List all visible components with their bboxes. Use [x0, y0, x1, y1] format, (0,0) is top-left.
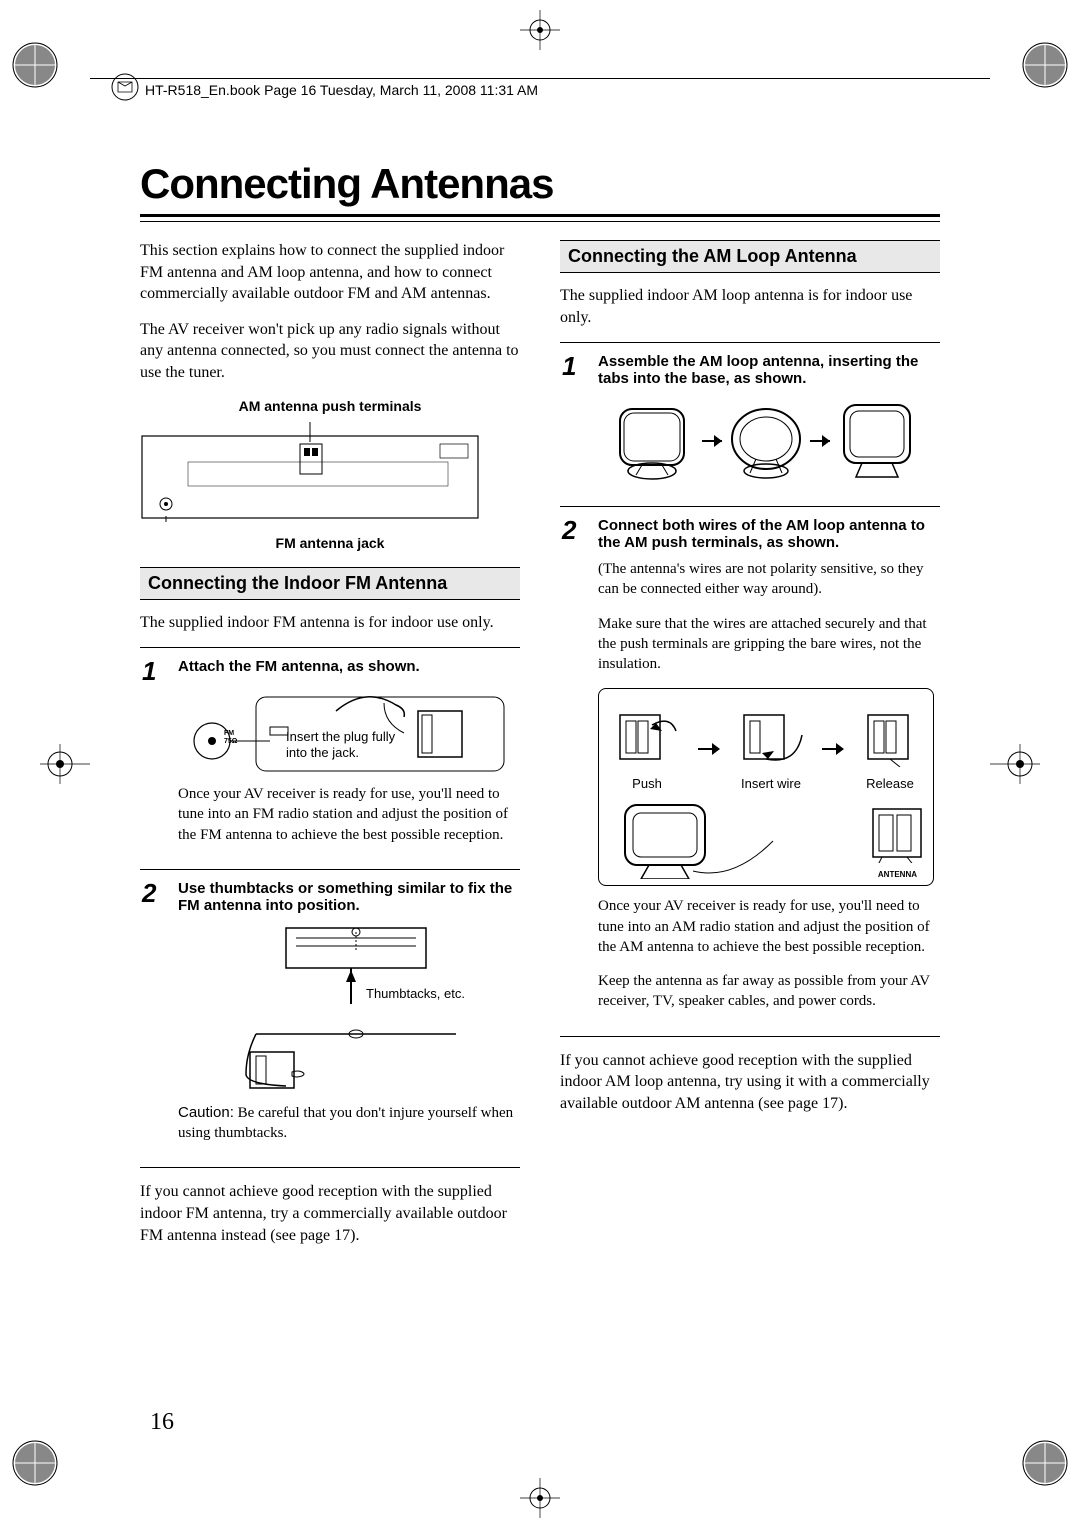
arrow-right-icon [696, 739, 722, 759]
am-loop-assembly-diagram-icon [606, 395, 926, 485]
intro-paragraph: This section explains how to connect the… [140, 240, 520, 305]
push-terminal-icon [612, 707, 682, 767]
right-column: Connecting the AM Loop Antenna The suppl… [560, 240, 940, 1260]
figure-label: Push [612, 776, 682, 791]
step-number: 2 [140, 880, 178, 1158]
fm-antenna-diagram-icon: FM 75Ω Insert the plug fully into the ja… [186, 683, 506, 773]
section-intro: The supplied indoor AM loop antenna is f… [560, 285, 940, 328]
svg-text:Insert the plug fully: Insert the plug fully [286, 729, 396, 744]
header-info: HT-R518_En.book Page 16 Tuesday, March 1… [145, 82, 538, 98]
crop-mark-icon [10, 1428, 70, 1488]
title-rule [140, 214, 940, 222]
receiver-diagram-icon [140, 422, 480, 522]
section-heading: Connecting the Indoor FM Antenna [140, 567, 520, 600]
section-heading: Connecting the AM Loop Antenna [560, 240, 940, 273]
crop-mark-icon [1010, 40, 1070, 100]
antenna-label: ANTENNA [867, 870, 927, 879]
step-2: 2 Connect both wires of the AM loop ante… [560, 506, 940, 1037]
am-terminal-icon [867, 803, 927, 863]
diagram-label: AM antenna push terminals [140, 398, 520, 414]
step-number: 2 [560, 517, 598, 1026]
figure-label: Release [860, 776, 920, 791]
page-title: Connecting Antennas [140, 160, 940, 208]
step-1: 1 Attach the FM antenna, as shown. FM 75… [140, 647, 520, 870]
svg-text:into the jack.: into the jack. [286, 745, 359, 760]
am-loop-connected-icon [605, 799, 785, 879]
step-body-text: Once your AV receiver is ready for use, … [178, 784, 514, 845]
left-column: This section explains how to connect the… [140, 240, 520, 1260]
svg-text:FM: FM [224, 730, 234, 737]
step-number: 1 [560, 353, 598, 496]
svg-text:Thumbtacks, etc.: Thumbtacks, etc. [366, 986, 465, 1001]
intro-paragraph: The AV receiver won't pick up any radio … [140, 319, 520, 384]
step-2: 2 Use thumbtacks or something similar to… [140, 869, 520, 1169]
crop-mark-icon [10, 40, 70, 100]
release-terminal-icon [860, 707, 920, 767]
page-number: 16 [150, 1409, 174, 1436]
caution-text: Caution: Be careful that you don't injur… [178, 1103, 514, 1144]
book-icon [110, 72, 140, 102]
step-title: Assemble the AM loop antenna, inserting … [598, 353, 934, 387]
crop-mark-icon [1010, 1428, 1070, 1488]
arrow-right-icon [820, 739, 846, 759]
step-body-text: Make sure that the wires are attached se… [598, 614, 934, 675]
footer-paragraph: If you cannot achieve good reception wit… [560, 1050, 940, 1115]
step-body-text: Once your AV receiver is ready for use, … [598, 896, 934, 957]
crop-mark-icon [990, 744, 1040, 784]
step-1: 1 Assemble the AM loop antenna, insertin… [560, 342, 940, 507]
step-number: 1 [140, 658, 178, 859]
footer-paragraph: If you cannot achieve good reception wit… [140, 1181, 520, 1246]
thumbtack-diagram-icon: Thumbtacks, etc. [226, 922, 466, 1092]
step-body-text: (The antenna's wires are not polarity se… [598, 559, 934, 600]
figure-label: Insert wire [736, 776, 806, 791]
diagram-label: FM antenna jack [140, 535, 520, 551]
step-body-text: Keep the antenna as far away as possible… [598, 971, 934, 1012]
step-title: Attach the FM antenna, as shown. [178, 658, 514, 675]
insert-wire-icon [736, 707, 806, 767]
crop-mark-icon [510, 10, 570, 50]
section-intro: The supplied indoor FM antenna is for in… [140, 612, 520, 634]
crop-mark-icon [510, 1478, 570, 1518]
step-title: Use thumbtacks or something similar to f… [178, 880, 514, 914]
caution-label: Caution: [178, 1104, 234, 1121]
step-title: Connect both wires of the AM loop antenn… [598, 517, 934, 551]
crop-mark-icon [40, 744, 90, 784]
